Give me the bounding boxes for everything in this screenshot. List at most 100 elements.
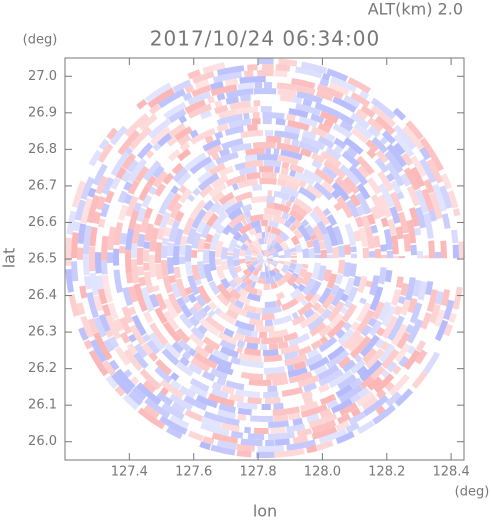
radar-cell: [187, 362, 203, 375]
radar-cell: [341, 303, 358, 323]
radar-cell: [262, 99, 287, 108]
radar-cell: [209, 81, 224, 91]
radar-cell: [356, 309, 375, 333]
radar-cell: [338, 155, 353, 169]
radar-cell: [210, 84, 238, 97]
radar-cell: [124, 146, 134, 156]
radar-cell: [451, 229, 459, 244]
radar-cell: [104, 155, 120, 175]
radar-cell: [191, 264, 201, 281]
radar-cell: [180, 200, 191, 212]
radar-cell: [257, 256, 263, 258]
radar-cell: [417, 281, 428, 301]
radar-cell: [278, 173, 300, 185]
radar-cell: [266, 251, 272, 257]
radar-cell: [187, 340, 197, 349]
radar-cell: [278, 341, 289, 349]
radar-cell: [379, 136, 389, 146]
radar-cell: [318, 324, 333, 338]
radar-cell: [250, 367, 263, 374]
radar-cell: [386, 172, 395, 182]
radar-cell: [65, 269, 74, 293]
radar-cell: [210, 368, 228, 380]
radar-cell: [273, 267, 280, 274]
radar-cell: [234, 319, 255, 332]
radar-cell: [272, 259, 279, 262]
radar-cell: [408, 207, 420, 227]
radar-cell: [223, 269, 233, 282]
radar-cell: [265, 250, 270, 257]
radar-cell: [177, 148, 192, 162]
radar-cell: [249, 208, 264, 217]
radar-cell: [186, 114, 202, 126]
radar-cell: [214, 307, 222, 316]
radar-cell: [184, 409, 204, 422]
radar-cell: [200, 224, 212, 239]
radar-cell: [361, 324, 373, 337]
radar-cell: [121, 306, 134, 324]
radar-cell: [174, 228, 184, 246]
radar-cell: [187, 91, 212, 106]
radar-cell: [133, 303, 142, 313]
radar-cell: [236, 346, 243, 354]
radar-cell: [163, 310, 180, 331]
radar-cell: [366, 199, 375, 208]
radar-cell: [312, 205, 331, 226]
radar-cell: [350, 246, 357, 253]
radar-cell: [308, 413, 338, 429]
radar-cell: [463, 269, 465, 283]
radar-cell: [395, 276, 404, 289]
radar-cell: [284, 260, 291, 266]
radar-cell: [177, 134, 192, 146]
radar-cell: [201, 279, 216, 299]
radar-cell: [82, 166, 93, 180]
radar-cell: [296, 428, 313, 437]
radar-cell: [88, 349, 109, 377]
radar-cell: [306, 348, 320, 359]
radar-cell: [250, 281, 257, 289]
radar-cell: [266, 238, 273, 245]
radar-cell: [190, 114, 218, 131]
radar-cell: [262, 288, 276, 297]
radar-cell: [283, 285, 296, 297]
radar-cell: [119, 246, 126, 254]
radar-cell: [70, 232, 79, 258]
radar-cell: [148, 332, 165, 352]
radar-cell: [449, 275, 459, 297]
radar-cell: [276, 291, 285, 301]
radar-cell: [384, 269, 393, 283]
radar-cell: [241, 203, 253, 213]
radar-cell: [219, 339, 236, 351]
radar-cell: [312, 302, 322, 312]
radar-cell: [359, 359, 383, 382]
radar-field: [65, 58, 465, 458]
radar-cell: [339, 164, 361, 186]
radar-cell: [168, 275, 177, 284]
radar-cell: [280, 149, 303, 161]
radar-cell: [77, 223, 87, 244]
radar-cell: [274, 320, 294, 332]
radar-cell: [239, 263, 248, 272]
radar-cell: [188, 332, 205, 348]
radar-cell: [432, 183, 447, 212]
radar-cell: [243, 335, 261, 344]
radar-cell: [236, 401, 258, 410]
radar-cell: [202, 435, 215, 445]
radar-cell: [310, 388, 319, 396]
radar-cell: [208, 250, 217, 272]
radar-cell: [423, 351, 441, 374]
radar-cell: [268, 269, 277, 278]
radar-cell: [136, 98, 148, 110]
radar-cell: [82, 254, 90, 276]
radar-cell: [265, 259, 270, 266]
radar-cell: [308, 262, 315, 268]
radar-cell: [121, 218, 131, 231]
radar-cell: [147, 87, 175, 109]
radar-cell: [281, 298, 299, 311]
radar-cell: [218, 191, 235, 206]
radar-cell: [266, 253, 273, 258]
radar-cell: [412, 148, 424, 161]
radar-cell: [372, 91, 397, 112]
radar-cell: [280, 241, 290, 251]
radar-cell: [295, 292, 306, 303]
